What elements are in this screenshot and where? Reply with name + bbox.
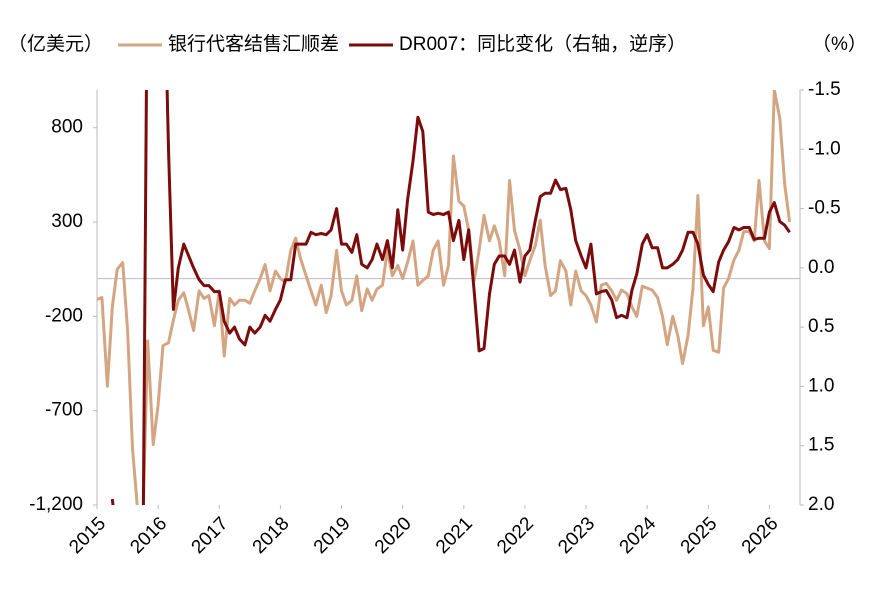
legend-label: DR007：同比变化（右轴，逆序） [399,33,686,55]
x-tick-label: 2024 [616,513,661,558]
y2-tick-label: 1.5 [808,435,834,456]
y2-tick-label: -1.0 [808,138,841,159]
series-line [110,90,791,505]
y-tick-label: 800 [51,117,83,138]
x-tick-label: 2025 [677,513,722,558]
y-axis-label: （亿美元） [8,33,103,55]
y2-tick-label: -1.5 [808,79,841,100]
plot-area [97,90,792,505]
y-tick-label: -1,200 [29,494,83,515]
y-tick-label: -200 [45,305,83,326]
y2-tick-label: -0.5 [808,198,841,219]
x-tick-label: 2026 [738,513,783,558]
x-tick-label: 2018 [249,513,294,558]
y2-tick-label: 0.5 [808,316,834,337]
x-tick-label: 2017 [188,513,233,558]
y2-tick-label: 0.0 [808,257,834,278]
x-tick-label: 2022 [493,513,538,558]
y-tick-label: -700 [45,400,83,421]
series-line [97,90,792,505]
y2-tick-label: 1.0 [808,375,834,396]
x-tick-label: 2015 [65,513,110,558]
y2-tick-label: 2.0 [808,494,834,515]
x-tick-label: 2016 [126,513,171,558]
x-tick-label: 2021 [432,513,477,558]
x-tick-label: 2019 [310,513,355,558]
x-tick-label: 2023 [554,513,599,558]
x-tick-label: 2020 [371,513,416,558]
legend-label: 银行代客结售汇顺差 [168,33,339,55]
y-tick-label: 300 [51,211,83,232]
y2-axis-label: （%） [812,33,867,55]
